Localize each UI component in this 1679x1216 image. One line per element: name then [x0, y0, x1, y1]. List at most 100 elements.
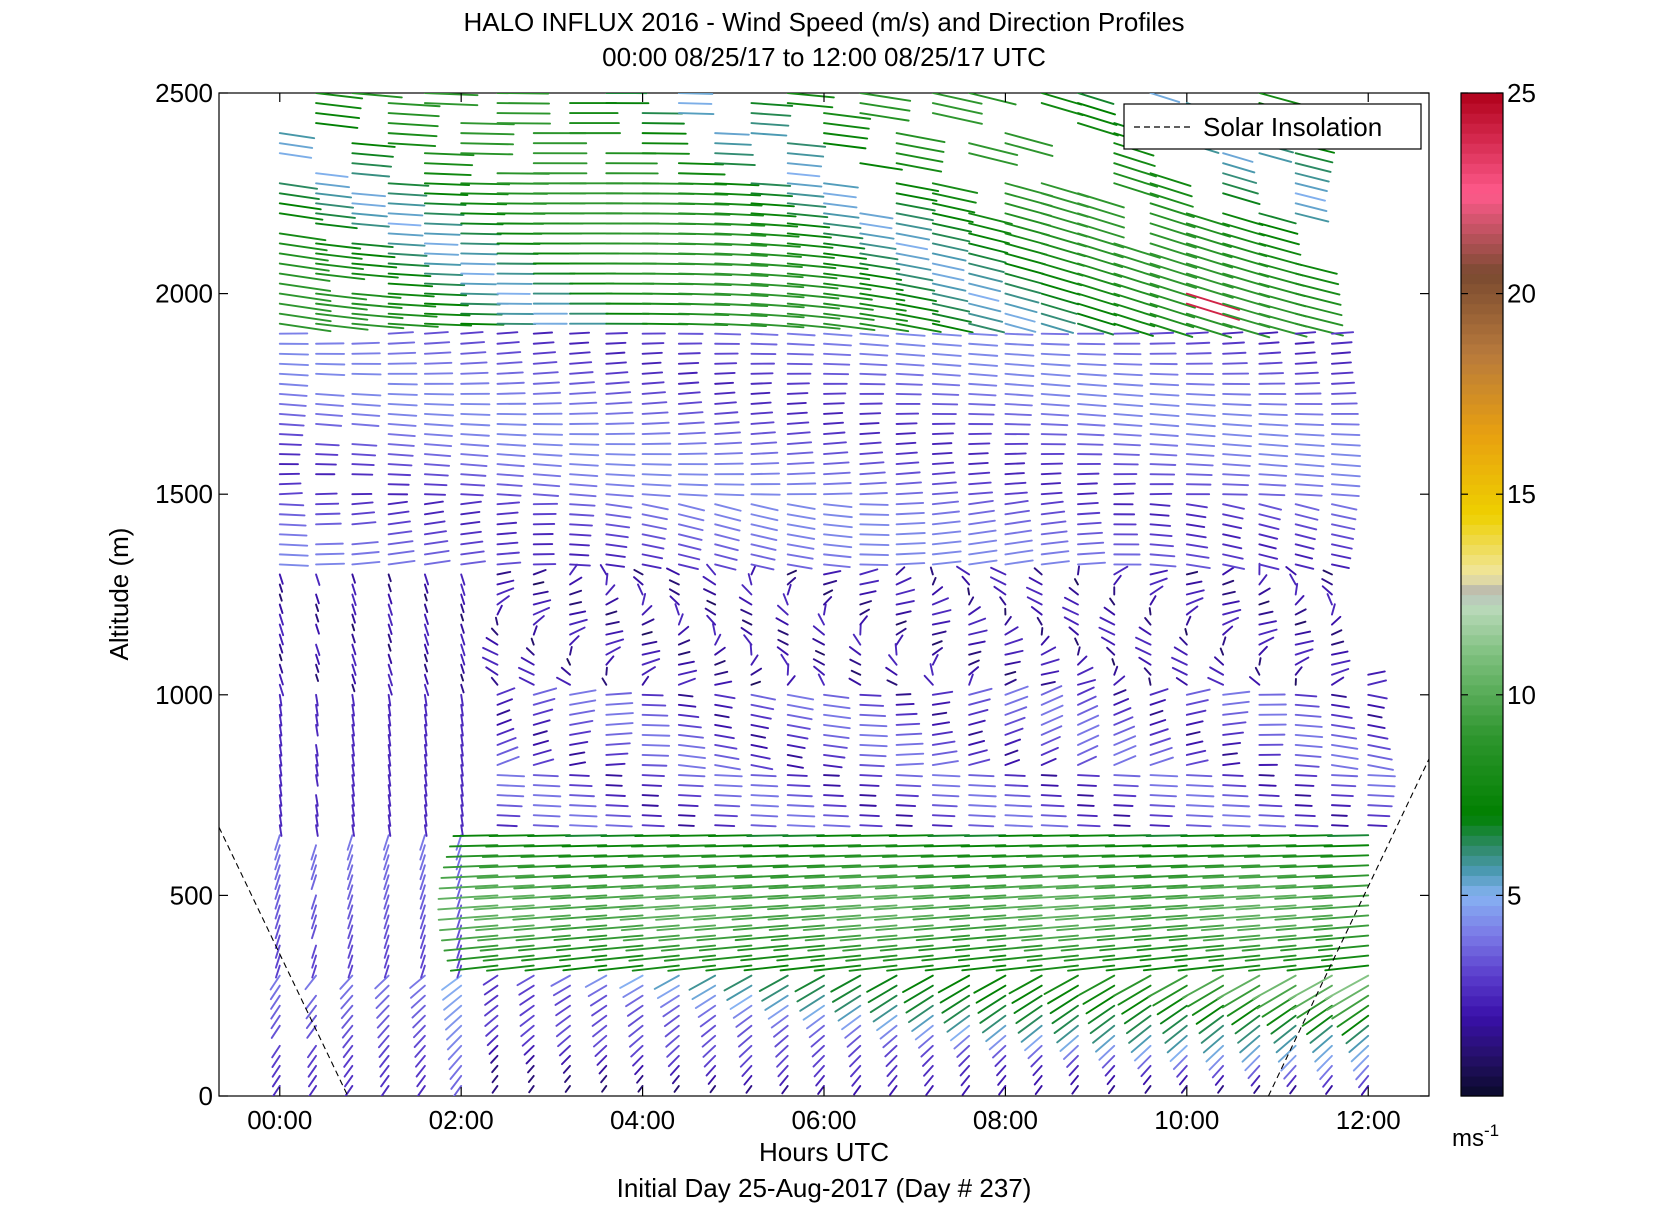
wind-vector: [1222, 402, 1252, 407]
wind-vector: [628, 1024, 644, 1038]
wind-vector: [1077, 472, 1100, 476]
wind-vector: [743, 964, 789, 972]
wind-vector: [278, 242, 328, 252]
wind-vector: [886, 1064, 898, 1078]
wind-vector: [1149, 585, 1164, 596]
wind-vector: [731, 904, 789, 911]
wind-vector: [1019, 924, 1079, 932]
wind-vector: [703, 588, 717, 596]
wind-vector: [714, 242, 768, 247]
wind-vector: [1077, 655, 1088, 666]
wind-vector: [569, 774, 590, 777]
wind-vector: [1185, 392, 1216, 397]
wind-vector: [562, 1064, 571, 1074]
wind-vector: [750, 102, 794, 107]
wind-vector: [1132, 924, 1188, 931]
wind-vector: [1149, 443, 1179, 447]
wind-vector: [714, 733, 735, 740]
colorbar-segment: [1461, 173, 1503, 184]
wind-vector: [750, 112, 792, 117]
wind-vector: [1101, 854, 1152, 858]
wind-vector: [884, 1044, 898, 1058]
wind-vector: [931, 540, 962, 546]
wind-vector: [278, 132, 316, 140]
wind-vector: [448, 1054, 463, 1071]
wind-vector: [1040, 433, 1068, 436]
wind-vector: [931, 332, 962, 337]
wind-vector: [1040, 804, 1065, 808]
wind-vector: [278, 733, 283, 747]
wind-vector: [383, 864, 390, 881]
wind-vector: [278, 663, 284, 674]
wind-vector: [271, 1064, 281, 1078]
wind-vector: [1138, 656, 1152, 666]
wind-vector: [895, 152, 944, 163]
wind-vector: [750, 472, 780, 476]
wind-vector: [1004, 272, 1043, 285]
wind-vector: [954, 944, 1007, 952]
wind-vector: [1235, 904, 1297, 911]
wind-vector: [968, 352, 999, 357]
wind-vector: [569, 784, 593, 788]
wind-vector: [1258, 503, 1283, 511]
wind-vector: [1149, 595, 1157, 606]
wind-vector: [979, 1004, 1007, 1024]
wind-vector: [423, 493, 446, 496]
colorbar-segment: [1461, 614, 1503, 626]
wind-vector: [315, 774, 319, 787]
colorbar-segment: [1461, 213, 1503, 224]
wind-vector: [1280, 944, 1333, 952]
wind-vector: [1205, 1044, 1225, 1063]
wind-vector: [512, 894, 571, 900]
wind-vector: [709, 1085, 717, 1094]
wind-vector: [859, 471, 886, 476]
wind-vector: [931, 451, 953, 456]
wind-vector: [920, 854, 971, 858]
wind-vector: [379, 1054, 390, 1068]
wind-vector: [387, 282, 434, 288]
wind-vector: [750, 744, 768, 749]
wind-vector: [423, 693, 428, 707]
wind-vector: [714, 764, 741, 771]
wind-vector: [677, 361, 700, 365]
wind-vector: [569, 503, 596, 507]
wind-vector: [1325, 1085, 1333, 1095]
wind-vector: [1258, 242, 1302, 256]
wind-vector: [1330, 433, 1361, 437]
wind-vector: [1312, 914, 1370, 921]
wind-vector: [460, 483, 486, 487]
wind-vector: [1258, 351, 1282, 355]
colorbar-segment: [1461, 815, 1503, 826]
wind-vector: [347, 884, 354, 900]
wind-vector: [990, 566, 1007, 576]
wind-vector: [532, 381, 560, 385]
wind-vector: [1294, 382, 1321, 385]
wind-vector: [1166, 1034, 1188, 1054]
wind-vector: [693, 914, 753, 921]
wind-vector: [889, 1085, 898, 1096]
wind-vector: [968, 509, 995, 516]
wind-vector: [677, 754, 707, 759]
wind-vector: [521, 954, 571, 962]
wind-vector: [1258, 553, 1279, 560]
wind-vector: [702, 1044, 717, 1058]
wind-vector: [311, 924, 318, 940]
wind-vector: [705, 1064, 717, 1077]
wind-vector: [988, 1034, 1007, 1051]
wind-vector: [968, 372, 998, 377]
wind-vector: [315, 312, 369, 321]
wind-vector: [786, 162, 823, 168]
wind-vector: [1049, 994, 1079, 1015]
wind-vector: [442, 984, 463, 1001]
wind-vector: [496, 392, 526, 395]
wind-vector: [750, 451, 779, 456]
wind-vector: [383, 914, 390, 930]
wind-vector: [569, 523, 593, 527]
wind-vector: [387, 312, 438, 318]
wind-vector: [605, 794, 626, 797]
wind-vector: [1077, 402, 1107, 407]
wind-vector: [1288, 974, 1333, 1000]
wind-vector: [786, 102, 834, 109]
wind-vector: [315, 292, 368, 301]
wind-vector: [954, 864, 1007, 869]
